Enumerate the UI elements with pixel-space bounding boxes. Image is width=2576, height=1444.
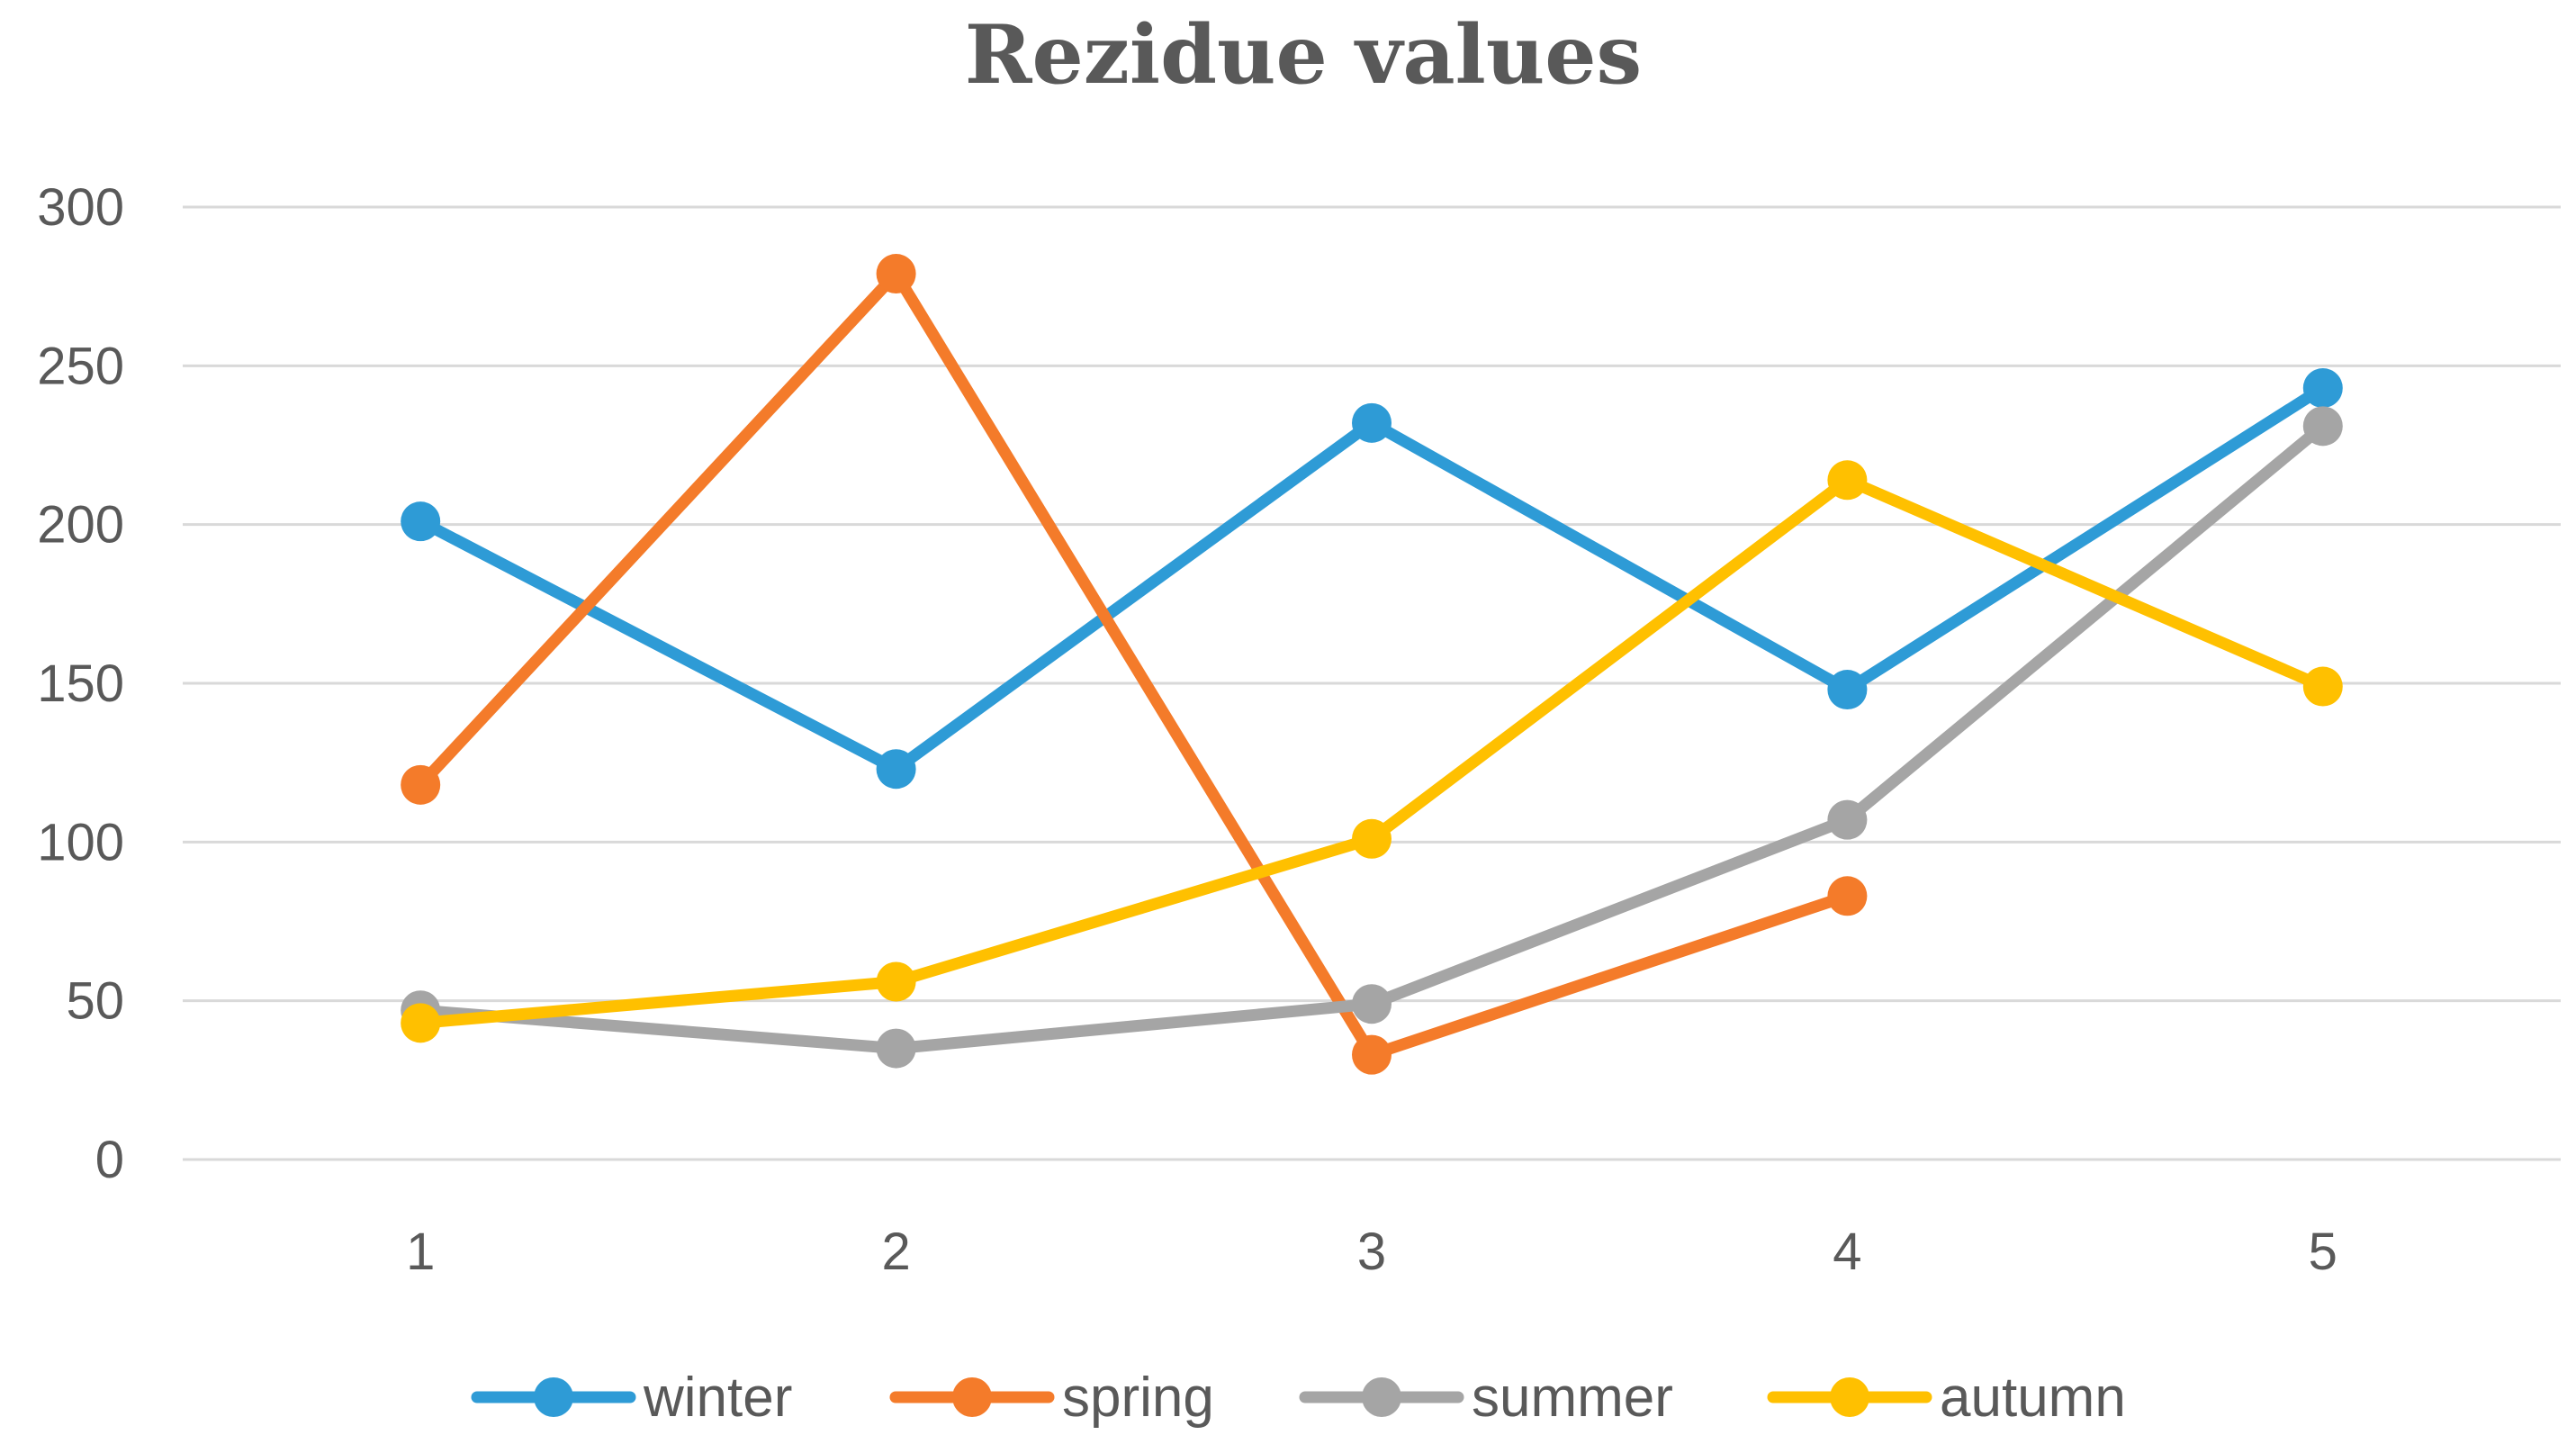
legend-item-autumn: autumn xyxy=(1767,1367,2126,1429)
series-line-autumn xyxy=(414,474,2329,1029)
data-point-spring xyxy=(876,254,916,294)
data-point-autumn xyxy=(1352,818,1392,859)
data-point-winter xyxy=(2302,368,2343,409)
legend-item-summer: summer xyxy=(1299,1367,1673,1429)
y-tick-label: 50 xyxy=(66,972,124,1031)
x-tick-label: 4 xyxy=(1833,1223,1861,1281)
legend-item-winter: winter xyxy=(471,1367,792,1429)
x-tick-label: 1 xyxy=(406,1223,435,1281)
data-point-autumn xyxy=(2302,666,2343,707)
legend: winter spring summer autumn xyxy=(471,1367,2126,1429)
data-point-winter xyxy=(1827,670,1868,710)
data-point-winter xyxy=(401,501,441,542)
data-point-spring xyxy=(1352,1034,1392,1075)
x-tick-label: 3 xyxy=(1357,1223,1386,1281)
legend-marker-autumn xyxy=(1830,1377,1869,1417)
chart-title: Rezidue values xyxy=(965,7,1642,103)
legend-item-spring: spring xyxy=(889,1367,1214,1429)
x-tick-label: 2 xyxy=(881,1223,910,1281)
y-axis-tick-labels: 0 50 100 150 200 250 300 xyxy=(37,178,124,1189)
data-point-autumn xyxy=(876,961,916,1002)
x-tick-label: 5 xyxy=(2309,1223,2337,1281)
y-tick-label: 300 xyxy=(37,178,124,237)
series-winter xyxy=(401,368,2343,790)
series-summer xyxy=(401,406,2343,1069)
legend-marker-spring xyxy=(952,1377,992,1417)
series-line-spring xyxy=(414,267,1853,1061)
data-point-winter xyxy=(876,749,916,790)
y-tick-label: 0 xyxy=(95,1131,124,1189)
legend-label-autumn: autumn xyxy=(1940,1367,2126,1429)
y-tick-label: 100 xyxy=(37,813,124,871)
data-point-autumn xyxy=(1827,460,1868,501)
legend-label-winter: winter xyxy=(643,1367,792,1429)
series-spring xyxy=(401,254,1868,1075)
y-tick-label: 150 xyxy=(37,654,124,713)
legend-label-summer: summer xyxy=(1472,1367,1673,1429)
y-tick-label: 250 xyxy=(37,337,124,395)
data-point-summer xyxy=(1352,984,1392,1024)
data-point-winter xyxy=(1352,402,1392,443)
legend-marker-summer xyxy=(1362,1377,1401,1417)
series-line-winter xyxy=(414,382,2329,775)
data-point-spring xyxy=(1827,876,1868,916)
y-tick-label: 200 xyxy=(37,496,124,555)
data-point-summer xyxy=(1827,799,1868,840)
series-layer xyxy=(401,254,2343,1075)
series-line-summer xyxy=(414,420,2329,1055)
series-autumn xyxy=(401,460,2343,1043)
legend-marker-winter xyxy=(534,1377,573,1417)
data-point-spring xyxy=(401,764,441,805)
x-axis-tick-labels: 1 2 3 4 5 xyxy=(406,1223,2337,1281)
data-point-summer xyxy=(876,1028,916,1069)
data-point-autumn xyxy=(401,1003,441,1043)
data-point-summer xyxy=(2302,406,2343,447)
legend-label-spring: spring xyxy=(1062,1367,1214,1429)
